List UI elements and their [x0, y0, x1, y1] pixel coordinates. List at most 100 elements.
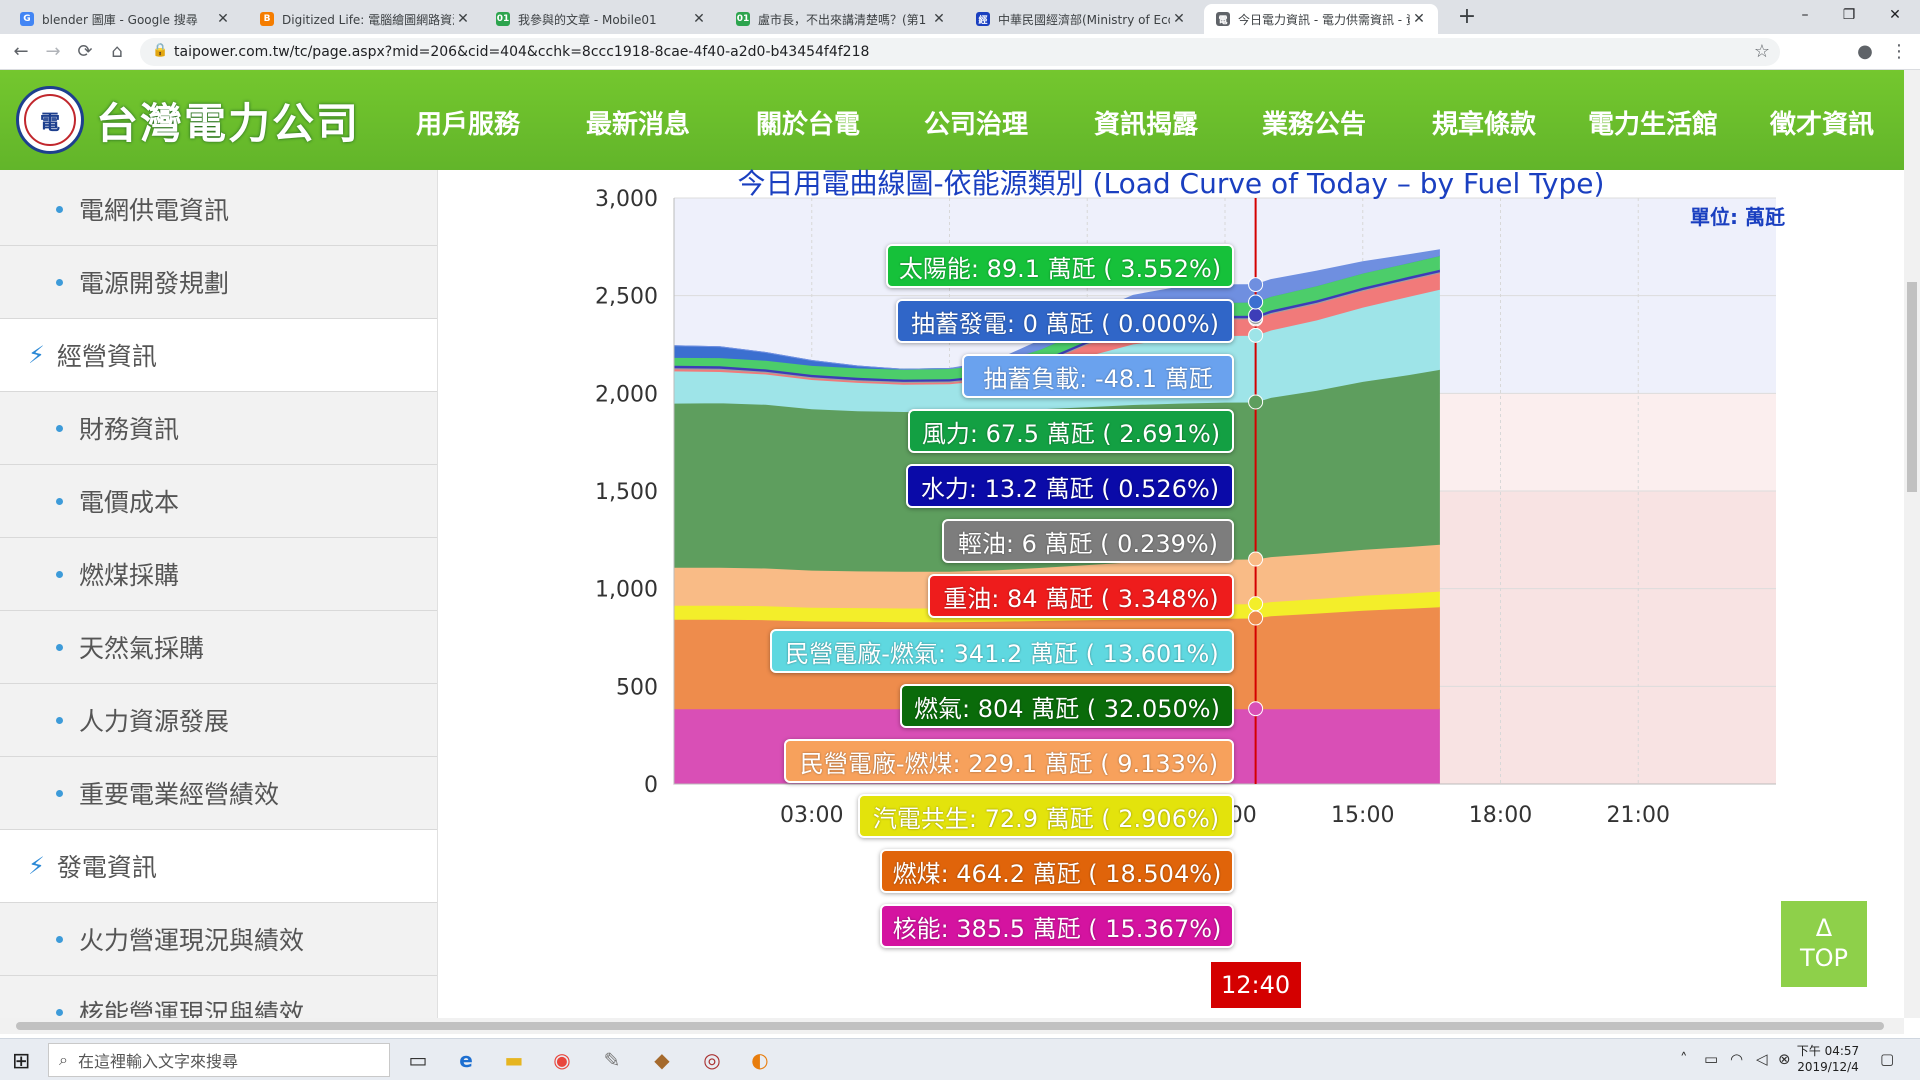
profile-icon[interactable]: ● [1857, 41, 1873, 62]
minimize-icon[interactable]: – [1801, 7, 1809, 23]
volume-icon[interactable]: ◁ [1756, 1050, 1768, 1068]
sidebar-item[interactable]: 電源開發規劃 [0, 246, 437, 319]
edge-browser-icon[interactable]: e [459, 1048, 473, 1072]
sidebar-item[interactable]: 核能營運現況與績效 [0, 976, 437, 1018]
notification-icon[interactable]: ▢ [1880, 1050, 1895, 1068]
tooltip-entry: 水力: 13.2 萬瓩 ( 0.526%) [906, 464, 1234, 508]
hover-point-抽蓄發電 [1248, 294, 1264, 310]
sidebar-item[interactable]: 人力資源發展 [0, 684, 437, 757]
tab-close-icon[interactable]: ✕ [693, 11, 705, 27]
y-tick-label: 500 [616, 675, 658, 700]
sidebar-item[interactable]: 電價成本 [0, 465, 437, 538]
task-view-icon[interactable]: ▭ [408, 1048, 428, 1072]
tab-close-icon[interactable]: ✕ [933, 11, 945, 27]
tab-close-icon[interactable]: ✕ [1413, 11, 1425, 27]
sidebar: 電網供電資訊電源開發規劃 ⚡ 經營資訊財務資訊電價成本 燃煤採購天然氣採購人力資源發展… [0, 170, 438, 1018]
sidebar-category[interactable]: ⚡ 經營資訊 [0, 319, 437, 392]
network-icon[interactable]: ◠ [1730, 1050, 1744, 1068]
hover-point-太陽能 [1248, 277, 1264, 293]
sidebar-item[interactable]: 燃煤採購 [0, 538, 437, 611]
lock-icon[interactable]: 🔒 [152, 43, 169, 58]
sidebar-item-label: 財務資訊 [79, 415, 180, 444]
tab-close-icon[interactable]: ✕ [217, 11, 229, 27]
taipower-logo-icon[interactable]: 電 [16, 86, 84, 154]
battery-icon[interactable]: ▭ [1704, 1050, 1719, 1068]
tab-close-icon[interactable]: ✕ [1173, 11, 1185, 27]
sidebar-item[interactable]: 財務資訊 [0, 392, 437, 465]
browser-tab[interactable]: 01 我參與的文章 - Mobile01 ✕ [484, 4, 718, 34]
maximize-icon[interactable]: ❐ [1842, 7, 1856, 23]
home-icon[interactable]: ⌂ [111, 41, 123, 62]
chrome-icon[interactable]: ◉ [553, 1048, 571, 1072]
nav-item[interactable]: 業務公告 [1262, 110, 1367, 140]
new-tab-button[interactable]: + [1457, 4, 1477, 29]
sidebar-item[interactable]: 電網供電資訊 [0, 173, 437, 246]
file-explorer-icon[interactable]: ▬ [504, 1048, 524, 1072]
forward-icon[interactable]: → [45, 41, 61, 62]
nav-item[interactable]: 最新消息 [586, 110, 691, 140]
bookmark-star-icon[interactable]: ☆ [1753, 41, 1770, 62]
scrollbar-thumb[interactable] [16, 1022, 1884, 1030]
x-tick-label: 03:00 [780, 803, 843, 828]
sidebar-item-label: 發電資訊 [56, 853, 157, 882]
up-arrow-icon: Δ [1815, 914, 1833, 942]
address-bar[interactable]: 🔒 taipower.com.tw/tc/page.aspx?mid=206&c… [140, 38, 1780, 66]
bullet-icon [56, 716, 63, 724]
taskbar-clock[interactable]: 下午 04:57 2019/12/4 [1796, 1043, 1860, 1075]
nav-item[interactable]: 規章條款 [1432, 110, 1537, 140]
sidebar-item-label: 電網供電資訊 [79, 196, 230, 225]
nav-item[interactable]: 關於台電 [756, 110, 861, 140]
site-header: 電 台灣電力公司 用戶服務 最新消息 關於台電 公司治理 資訊揭露 業務公告 規章條款 電力生… [0, 70, 1904, 170]
clock-time: 下午 04:57 [1796, 1044, 1860, 1058]
sidebar-item[interactable]: 火力營運現況與績效 [0, 903, 437, 976]
menu-icon[interactable]: ⋮ [1890, 41, 1908, 62]
vertical-scrollbar[interactable] [1904, 70, 1920, 1018]
nav-item[interactable]: 電力生活館 [1588, 110, 1719, 140]
y-tick-label: 1,000 [595, 578, 658, 603]
back-to-top-button[interactable]: Δ TOP [1781, 901, 1867, 987]
nav-item[interactable]: 用戶服務 [416, 110, 521, 140]
current-time-label: 12:40 [1210, 962, 1301, 1008]
tooltip-entry: 重油: 84 萬瓩 ( 3.348%) [928, 574, 1234, 618]
x-tick-label: 21:00 [1607, 803, 1670, 828]
sidebar-item-label: 天然氣採購 [79, 634, 205, 663]
app-icon[interactable]: ◎ [703, 1048, 721, 1072]
logo-text[interactable]: 台灣電力公司 [96, 99, 361, 148]
horizontal-scrollbar[interactable] [0, 1018, 1904, 1034]
sidebar-item-label: 人力資源發展 [79, 707, 230, 736]
taskbar-search-box[interactable]: ⌕ 在這裡輸入文字來搜尋 [48, 1043, 390, 1077]
app-icon[interactable]: ✎ [603, 1048, 621, 1072]
bullet-icon [56, 935, 63, 943]
top-label: TOP [1799, 944, 1849, 972]
plot-band-pink [1439, 491, 1776, 784]
nav-item[interactable]: 徵才資訊 [1770, 110, 1875, 140]
sidebar-item[interactable]: 天然氣採購 [0, 611, 437, 684]
browser-tab[interactable]: 電今日電力資訊 - 電力供需資訊 - 資 ✕ [1204, 4, 1438, 34]
scrollbar-thumb[interactable] [1907, 282, 1917, 492]
reload-icon[interactable]: ⟳ [77, 41, 93, 62]
back-icon[interactable]: ← [13, 41, 29, 62]
browser-tab[interactable]: B Digitized Life: 電腦繪圖網路資源 ✕ [248, 4, 482, 34]
tooltip-entry: 抽蓄發電: 0 萬瓩 ( 0.000%) [896, 299, 1234, 343]
blender-icon[interactable]: ◐ [751, 1048, 769, 1072]
app-icon[interactable]: ◆ [654, 1048, 670, 1072]
x-tick-label: 18:00 [1469, 803, 1532, 828]
url-text[interactable]: taipower.com.tw/tc/page.aspx?mid=206&cid… [174, 44, 870, 60]
browser-tab[interactable]: 經中華民國經濟部(Ministry of Eco ✕ [964, 4, 1198, 34]
windows-taskbar: ⊞ ⌕ 在這裡輸入文字來搜尋 ▭ e ▬ ◉ ✎ ◆ ◎ ◐ ˄ ▭ ◠ ◁ ⊗… [0, 1038, 1920, 1080]
ime-icon[interactable]: ⊗ [1778, 1050, 1791, 1068]
sidebar-category[interactable]: ⚡ 發電資訊 [0, 830, 437, 903]
nav-item[interactable]: 資訊揭露 [1094, 110, 1199, 140]
browser-tab[interactable]: 01 盧市長，不出來講清楚嗎？(第1 ✕ [724, 4, 958, 34]
show-hidden-icons-icon[interactable]: ˄ [1680, 1050, 1688, 1068]
tab-close-icon[interactable]: ✕ [457, 11, 469, 27]
sidebar-item[interactable]: 重要電業經營績效 [0, 757, 437, 830]
tooltip-entry: 核能: 385.5 萬瓩 ( 15.367%) [880, 904, 1234, 948]
windows-start-icon[interactable]: ⊞ [12, 1049, 31, 1074]
nav-item[interactable]: 公司治理 [924, 110, 1029, 140]
tab-title: 今日電力資訊 - 電力供需資訊 - 資 [1238, 12, 1410, 27]
close-window-icon[interactable]: ✕ [1889, 7, 1901, 23]
